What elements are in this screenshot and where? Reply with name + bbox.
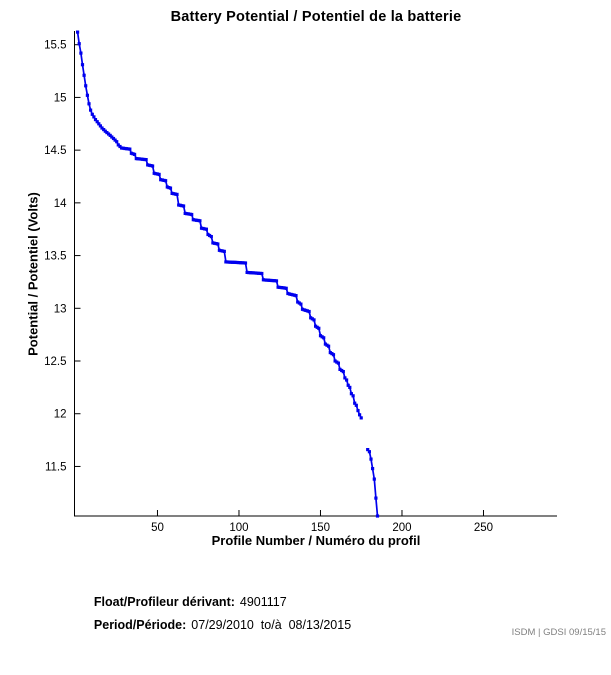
y-tick-label: 14.5: [44, 145, 66, 157]
y-tick-label: 12.5: [44, 356, 66, 368]
period-label: Period/Période:: [93, 618, 187, 632]
y-tick-label: 15.5: [44, 40, 66, 52]
agency-date-credit: ISDM | GDSI 09/15/15: [511, 627, 606, 638]
tick-labels: 11.5 12 12.5 13 13.5 14 14.5 15 15.5 50 100 150 200 2…: [44, 40, 493, 534]
float-id-line: Float/Profileur dérivant: 4901117: [80, 581, 287, 623]
y-tick-label: 11.5: [45, 461, 67, 473]
y-tick-label: 13: [54, 303, 67, 315]
period-line: Period/Période: 07/29/2010 to/à 08/13/201…: [80, 604, 351, 646]
period-value: 07/29/2010 to/à 08/13/2015: [191, 618, 352, 632]
data-series: [76, 30, 380, 518]
float-id-value: 4901117: [239, 595, 287, 609]
float-id-label: Float/Profileur dérivant:: [93, 595, 235, 609]
tick-marks: [74, 44, 484, 516]
x-axis-label: Profile Number / Numéro du profil: [211, 533, 421, 548]
x-tick-label: 150: [311, 522, 330, 534]
axes: [74, 31, 557, 517]
x-tick-label: 250: [474, 522, 493, 534]
y-tick-label: 15: [54, 92, 67, 104]
y-tick-label: 12: [54, 409, 67, 421]
y-tick-label: 14: [54, 198, 67, 210]
x-tick-label: 50: [151, 522, 164, 534]
y-axis-label: Potential / Potentiel (Volts): [25, 192, 41, 356]
chart-title: Battery Potential / Potentiel de la batt…: [170, 9, 462, 25]
y-tick-label: 13.5: [44, 251, 66, 263]
x-tick-label: 200: [392, 522, 411, 534]
x-tick-label: 100: [229, 522, 248, 534]
